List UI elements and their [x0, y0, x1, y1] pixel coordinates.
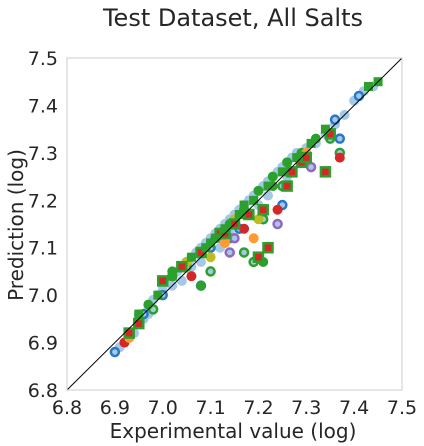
- data-point-circle: [224, 247, 235, 258]
- data-point-circle: [109, 346, 121, 358]
- data-point-square: [134, 309, 144, 319]
- data-point-circle: [329, 114, 341, 125]
- plot-area-frame: [66, 57, 403, 391]
- data-point-circle: [205, 252, 216, 263]
- x-tick-label: 6.9: [100, 397, 130, 419]
- data-point-circle: [334, 133, 346, 144]
- data-point-square: [257, 204, 269, 216]
- data-points: [109, 77, 383, 358]
- data-point-square: [123, 327, 135, 339]
- data-point-square: [262, 241, 274, 254]
- data-point-circle: [272, 218, 283, 230]
- data-point-square: [167, 271, 177, 281]
- data-point-square: [277, 167, 287, 177]
- data-point-circle: [272, 204, 283, 215]
- data-point-circle: [238, 247, 250, 258]
- y-tick-label: 7.1: [28, 238, 58, 260]
- x-tick-label: 7.2: [243, 397, 273, 419]
- data-point-square: [133, 317, 145, 330]
- data-point-circle: [196, 280, 206, 291]
- data-point-square: [220, 224, 230, 234]
- data-point-square: [263, 181, 273, 191]
- data-point-circle: [267, 171, 278, 182]
- data-point-circle: [239, 223, 250, 234]
- data-point-circle: [334, 152, 345, 163]
- data-point-square: [239, 200, 249, 210]
- y-tick-label: 7.3: [28, 143, 58, 165]
- data-point-circle: [176, 275, 187, 286]
- data-point-circle: [253, 214, 264, 225]
- data-point-square: [249, 195, 259, 205]
- data-point-square: [252, 251, 265, 263]
- data-point-circle: [186, 271, 197, 282]
- x-axis-label: Experimental value (log): [110, 419, 357, 443]
- data-point-circle: [205, 266, 216, 277]
- data-point-square: [320, 124, 330, 134]
- data-point-square: [186, 252, 196, 262]
- data-point-square: [306, 138, 316, 148]
- data-point-circle: [229, 232, 240, 244]
- y-axis-ticks: 6.8 6.9 7.0 7.1 7.2 7.3 7.4 7.5: [28, 48, 58, 402]
- data-point-square: [243, 208, 255, 221]
- data-point-square: [156, 275, 169, 287]
- data-point-square: [319, 166, 332, 178]
- data-point-circle: [282, 157, 293, 168]
- x-tick-label: 7.0: [148, 397, 178, 419]
- data-point-square: [281, 180, 293, 192]
- x-tick-label: 7.4: [339, 397, 369, 419]
- data-point-square: [292, 153, 302, 163]
- y-tick-label: 6.9: [28, 333, 58, 355]
- data-point-square: [286, 166, 298, 178]
- data-point-square: [176, 260, 188, 273]
- data-point-circle: [196, 256, 206, 267]
- y-tick-label: 7.0: [28, 285, 58, 307]
- x-tick-label: 7.1: [195, 397, 225, 419]
- x-tick-label: 6.8: [52, 397, 82, 419]
- data-point-square: [201, 243, 211, 253]
- chart-title: Test Dataset, All Salts: [102, 4, 363, 32]
- data-point-square: [234, 210, 244, 220]
- y-axis-label: Prediction (log): [4, 149, 28, 301]
- data-point-circle: [353, 90, 365, 102]
- data-point-square: [300, 151, 313, 164]
- data-point-circle: [305, 161, 317, 173]
- y-tick-label: 6.8: [28, 380, 58, 402]
- data-point-circle: [248, 233, 259, 244]
- data-point-square: [210, 233, 220, 243]
- y-tick-label: 7.2: [28, 190, 58, 212]
- y-tick-label: 7.5: [28, 48, 58, 70]
- y-tick-label: 7.4: [28, 95, 58, 117]
- data-point-circle: [263, 190, 273, 201]
- x-axis-ticks: 6.8 6.9 7.0 7.1 7.2 7.3 7.4 7.5: [52, 397, 417, 419]
- identity-reference-line: [66, 57, 403, 391]
- data-point-square: [206, 238, 216, 248]
- data-point-square: [153, 290, 163, 300]
- x-tick-label: 7.5: [387, 397, 417, 419]
- x-tick-label: 7.3: [291, 397, 321, 419]
- data-point-square: [364, 81, 373, 91]
- data-point-circle: [219, 237, 230, 248]
- data-point-circle: [143, 299, 154, 310]
- data-point-circle: [253, 185, 264, 196]
